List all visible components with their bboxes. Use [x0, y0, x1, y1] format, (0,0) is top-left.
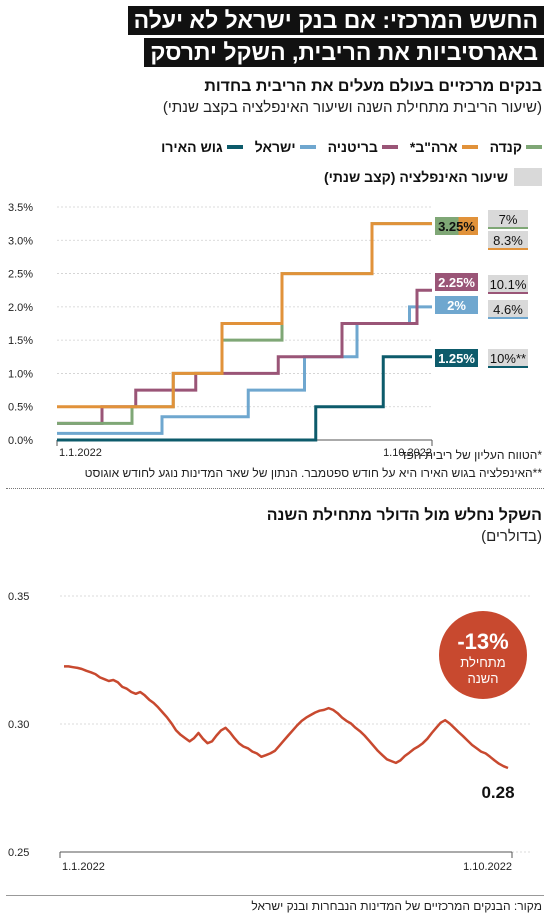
fx-ytick-label: 0.25: [8, 847, 29, 859]
inflation-legend-swatch: [514, 168, 542, 186]
rates-series-line-euro: [57, 355, 432, 442]
fx-ytick-label: 0.30: [8, 719, 29, 731]
headline-line-2: באגרסיביות את הריבית, השקל יתרסק: [74, 38, 544, 67]
rates-series-line-britain: [57, 305, 432, 435]
fx-xlabel-start: 1.1.2022: [62, 861, 105, 873]
legend-swatch-us: [461, 145, 478, 149]
headline-text-1: החשש המרכזי: אם בנק ישראל לא יעלה: [127, 6, 544, 35]
rates-ytick-label: 2.0%: [8, 302, 33, 314]
rates-ytick-label: 0.0%: [8, 435, 33, 447]
source-divider: [6, 895, 544, 896]
fx-chart-subtitle: (בדולרים): [481, 528, 542, 545]
end-label-canada: 3.25%: [438, 219, 475, 234]
legend-label-euro: גוש האירו: [161, 139, 223, 155]
change-badge-line1: מתחילת: [460, 655, 505, 670]
end-label-uk: 2.25%: [438, 275, 475, 290]
rates-ytick-label: 0.5%: [8, 402, 33, 414]
rates-chart-subtitle: (שיעור הריבית מתחילת השנה ושיעור האינפלצ…: [162, 99, 542, 116]
inflation-value-uk: 10.1%: [490, 277, 527, 292]
inflation-value-britain: 4.6%: [493, 302, 523, 317]
inflation-box-uk: [488, 275, 528, 293]
headline: החשש המרכזי: אם בנק ישראל לא יעלה באגרסי…: [74, 6, 544, 70]
inflation-box-us: [488, 231, 528, 249]
legend-item-israel: ישראל: [255, 139, 316, 155]
footnote-fed: *הטווח העליון של ריבית הפד: [399, 448, 542, 462]
rates-ytick-label: 3.5%: [8, 202, 33, 214]
rates-xlabel-end: 1.10.2022: [383, 447, 432, 459]
end-label-euro: 1.25%: [438, 351, 475, 366]
rates-ytick-label: 3.0%: [8, 235, 33, 247]
legend-label-israel: ישראל: [254, 139, 296, 155]
rates-xlabel-start: 1.1.2022: [59, 447, 102, 459]
legend-item-euro: גוש האירו: [161, 139, 243, 155]
end-label-box-us: [458, 217, 478, 235]
inflation-value-canada: 7%: [499, 212, 518, 227]
legend-swatch-canada: [526, 145, 542, 149]
end-label-box-canada: [435, 217, 459, 235]
inflation-box-euro: [488, 349, 528, 367]
legend-swatch-uk: [381, 145, 398, 149]
end-label-box-britain: [435, 296, 478, 314]
end-label-box-uk: [435, 273, 478, 291]
inflation-value-euro: 10%**: [490, 351, 526, 366]
rates-chart-title: בנקים מרכזיים בעולם מעלים את הריבית בחדו…: [204, 78, 542, 95]
end-label-box-euro: [435, 349, 478, 367]
fx-ytick-label: 0.35: [8, 591, 29, 603]
headline-text-2: באגרסיביות את הריבית, השקל יתרסק: [144, 38, 544, 67]
change-badge-line2: השנה: [467, 671, 498, 686]
section-divider: [6, 488, 544, 489]
legend-item-us: ארה"ב*: [410, 139, 478, 155]
legend-item-uk: בריטניה: [328, 139, 398, 155]
fx-chart-title: השקל נחלש מול הדולר מתחילת השנה: [266, 507, 542, 524]
legend-swatch-euro: [226, 145, 243, 149]
legend-label-canada: קנדה: [489, 139, 522, 155]
footnote-inflation: **האינפלציה בגוש האירו היא על חודש ספטמב…: [84, 466, 542, 480]
rates-ytick-label: 1.0%: [8, 368, 33, 380]
end-label-britain: 2%: [447, 298, 466, 313]
fx-end-label: 0.28: [481, 783, 514, 802]
source-text: מקור: הבנקים המרכזיים של המדינות הנבחרות…: [251, 899, 542, 913]
rates-chart: 0.0% 0.5% 1.0% 1.5% 2.0% 2.5% 3.0% 3.5% 1.1.2022…: [8, 202, 528, 459]
rates-legend: קנדה ארה"ב* בריטניה ישראל גוש האירו: [72, 139, 542, 155]
change-badge-value: -13%: [457, 629, 508, 654]
legend-label-us: ארה"ב*: [409, 139, 458, 155]
rates-ytick-label: 2.5%: [8, 269, 33, 281]
inflation-box-canada: [488, 210, 528, 228]
legend-item-canada: קנדה: [490, 139, 542, 155]
fx-xlabel-end: 1.10.2022: [463, 861, 512, 873]
legend-label-uk: בריטניה: [327, 139, 378, 155]
change-badge: [439, 611, 527, 699]
inflation-legend-label: שיעור האינפלציה (קצב שנתי): [324, 169, 508, 185]
headline-line-1: החשש המרכזי: אם בנק ישראל לא יעלה: [74, 6, 544, 35]
legend-swatch-israel: [299, 145, 316, 149]
inflation-value-us: 8.3%: [493, 233, 523, 248]
rates-ytick-label: 1.5%: [8, 335, 33, 347]
fx-series-line: [64, 665, 509, 770]
inflation-legend: שיעור האינפלציה (קצב שנתי): [324, 168, 542, 186]
inflation-box-britain: [488, 300, 528, 318]
rates-series-line-us: [57, 222, 432, 409]
